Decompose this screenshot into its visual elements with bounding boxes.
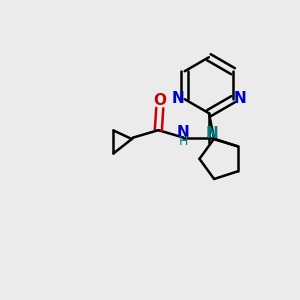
Text: H: H	[179, 135, 188, 148]
Text: N: N	[172, 91, 184, 106]
Text: O: O	[153, 93, 166, 108]
Text: N: N	[177, 125, 190, 140]
Text: N: N	[206, 126, 218, 141]
Text: N: N	[233, 91, 246, 106]
